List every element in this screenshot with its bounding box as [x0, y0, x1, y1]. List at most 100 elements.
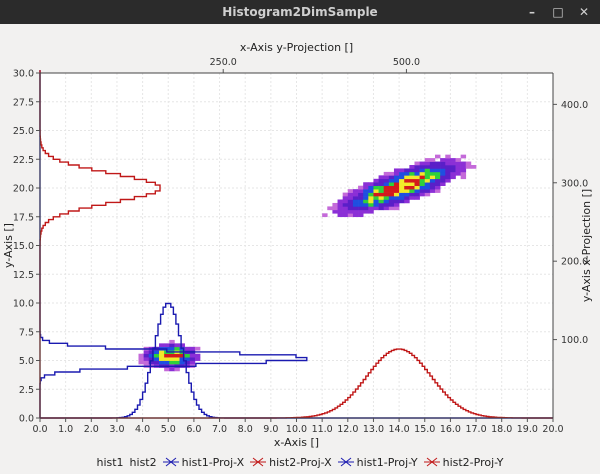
- minimize-icon[interactable]: –: [529, 5, 535, 19]
- heatmap-cell: [138, 357, 144, 361]
- heatmap-cell: [358, 189, 364, 193]
- heatmap-cell: [435, 161, 441, 166]
- heatmap-cell: [148, 357, 155, 361]
- heatmap-cell: [414, 171, 420, 176]
- heatmap-cell: [169, 353, 175, 358]
- heatmap-cell: [383, 189, 390, 193]
- heatmap-cell: [450, 165, 456, 169]
- legend-item[interactable]: hist1-Proj-X: [162, 456, 244, 469]
- heatmap-cell: [393, 199, 400, 204]
- x-tick-label: 19.0: [517, 424, 538, 435]
- heatmap-cell: [159, 360, 165, 365]
- heatmap-cell: [393, 182, 400, 186]
- heatmap-cell: [378, 189, 385, 193]
- heatmap-cell: [460, 168, 467, 173]
- heatmap-cell: [143, 357, 150, 361]
- heatmap-cell: [352, 192, 359, 197]
- heatmap-cell: [342, 209, 349, 214]
- heatmap-cell: [419, 161, 426, 166]
- heatmap-cell: [419, 168, 426, 173]
- y-tick-label: 15.0: [13, 241, 34, 252]
- heatmap-cell: [179, 357, 185, 361]
- heatmap-cell: [450, 171, 456, 176]
- x-tick-label: 8.0: [238, 424, 253, 435]
- legend-item[interactable]: hist2: [130, 456, 157, 469]
- heatmap-cell: [460, 171, 467, 176]
- heatmap-cell: [388, 202, 395, 207]
- y-tick-label: 0.0: [19, 414, 34, 425]
- x-tick-label: 5.0: [161, 424, 176, 435]
- x-tick-label: 11.0: [312, 424, 333, 435]
- heatmap-cell: [424, 182, 431, 186]
- heatmap-cell: [373, 206, 379, 211]
- x-tick-label: 9.0: [263, 424, 278, 435]
- heatmap-cell: [169, 343, 175, 348]
- close-icon[interactable]: ✕: [578, 5, 590, 19]
- heatmap-cell: [445, 158, 451, 162]
- right-tick-label: 100.0: [561, 335, 588, 346]
- heatmap-cell: [419, 175, 426, 180]
- heatmap-cell: [138, 353, 144, 358]
- heatmap-cell: [424, 168, 431, 173]
- heatmap-cell: [404, 192, 410, 197]
- heatmap-cell: [388, 175, 395, 180]
- heatmap-cell: [189, 353, 196, 358]
- heatmap-cell: [404, 182, 410, 186]
- x-tick-label: 1.0: [58, 424, 73, 435]
- heatmap-cell: [440, 178, 446, 183]
- heatmap-cell: [342, 199, 349, 204]
- heatmap-cell: [419, 171, 426, 176]
- heatmap-cell: [378, 192, 385, 197]
- x-tick-label: 4.0: [135, 424, 150, 435]
- heatmap-cell: [358, 192, 364, 197]
- heatmap-cell: [153, 350, 160, 355]
- window-title: Histogram2DimSample: [222, 5, 378, 19]
- legend-item[interactable]: hist1-Proj-Y: [337, 456, 418, 469]
- heatmap-cell: [378, 175, 385, 180]
- heatmap-cell: [368, 192, 374, 197]
- heatmap-cell: [363, 196, 369, 200]
- heatmap-cell: [409, 196, 415, 200]
- x-tick-label: 12.0: [337, 424, 358, 435]
- heatmap-cell: [373, 185, 379, 190]
- x-tick-label: 13.0: [363, 424, 384, 435]
- histogram-chart[interactable]: 0.0 1.0 2.0 3.0 4.0 5.0 6.0 7.0 8.0 9.0 10.0 11.0 12…: [0, 24, 600, 449]
- heatmap-cell: [184, 346, 191, 351]
- x-tick-label: 6.0: [186, 424, 201, 435]
- maximize-icon[interactable]: □: [552, 5, 564, 19]
- heatmap-cell: [414, 196, 420, 200]
- heatmap-cell: [429, 182, 436, 186]
- heatmap-cell: [419, 165, 426, 169]
- legend-item[interactable]: hist1: [96, 456, 123, 469]
- heatmap-cell: [184, 357, 191, 361]
- heatmap-cell: [388, 171, 395, 176]
- heatmap-cell: [159, 343, 165, 348]
- heatmap-cell: [404, 185, 410, 190]
- heatmap-cell: [435, 175, 441, 180]
- heatmap-cell: [174, 357, 180, 361]
- heatmap-cell: [429, 189, 436, 193]
- heatmap-cell: [404, 175, 410, 180]
- chart-container[interactable]: 0.0 1.0 2.0 3.0 4.0 5.0 6.0 7.0 8.0 9.0 10.0 11.0 12…: [0, 24, 600, 449]
- legend-item[interactable]: hist2-Proj-X: [250, 456, 332, 469]
- heatmap-cell: [393, 189, 400, 193]
- heatmap-cell: [194, 353, 201, 358]
- heatmap-cell: [393, 178, 400, 183]
- heatmap-cell: [368, 182, 374, 186]
- heatmap-cell: [440, 165, 446, 169]
- legend-item[interactable]: hist2-Proj-Y: [423, 456, 504, 469]
- heatmap-cell: [460, 175, 467, 180]
- heatmap-cell: [337, 202, 343, 207]
- heatmap-cell: [164, 353, 170, 358]
- heatmap-cell: [409, 175, 415, 180]
- heatmap-cell: [455, 168, 461, 173]
- heatmap-cell: [388, 189, 395, 193]
- heatmap-cell: [347, 206, 354, 211]
- heatmap-cell: [393, 168, 400, 173]
- heatmap-cell: [164, 343, 170, 348]
- heatmap-cell: [429, 171, 436, 176]
- heatmap-cell: [378, 185, 385, 190]
- heatmap-cell: [450, 161, 456, 166]
- heatmap-cell: [429, 185, 436, 190]
- heatmap-cell: [409, 185, 415, 190]
